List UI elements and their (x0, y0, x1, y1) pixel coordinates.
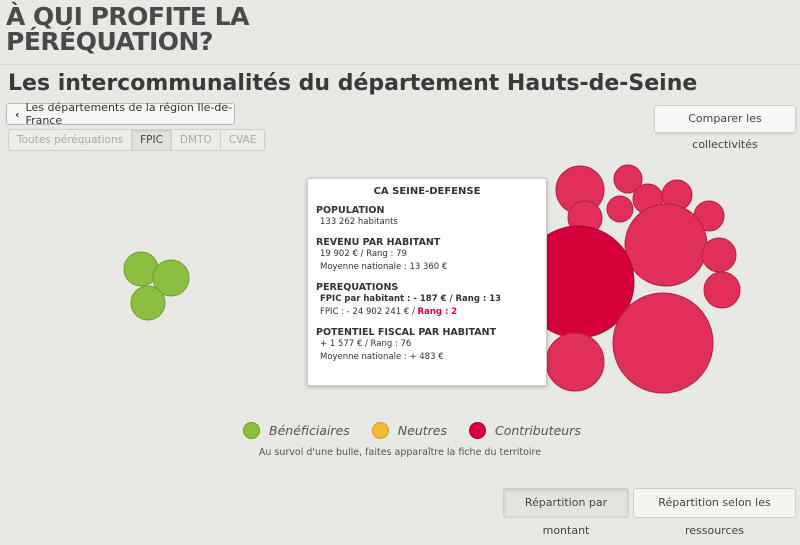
tooltip-title: CA SEINE-DEFENSE (373, 186, 481, 197)
perequation-tabs: Toutes péréquations FPIC DMTO CVAE (8, 129, 266, 151)
header-divider (0, 64, 800, 65)
legend-label: Contributeurs (495, 423, 581, 438)
back-button-label: Les départements de la région Ile-de-Fra… (25, 101, 233, 127)
legend-neutres[interactable]: Neutres (371, 422, 447, 439)
repartition-ressources-button[interactable]: Répartition selon les ressources (633, 488, 796, 537)
legend: Bénéficiaires Neutres Contributeurs (243, 422, 603, 439)
perequations-heading: PEREQUATIONS (316, 282, 399, 293)
bubble-contributeur[interactable] (701, 237, 737, 273)
fpic-par-habitant: FPIC par habitant : - 187 € / Rang : 13 (320, 293, 538, 306)
legend-contributeurs[interactable]: Contributeurs (469, 422, 581, 439)
hover-hint: Au survol d'une bulle, faites apparaître… (258, 447, 542, 458)
bubble-contributeur[interactable] (606, 195, 634, 223)
bubble-contributeur[interactable] (613, 164, 643, 194)
fpic-par-habitant-label: FPIC par habitant : (320, 294, 414, 304)
fpic-total: FPIC : - 24 902 241 € / Rang : 2 (320, 306, 538, 319)
tab-toutes[interactable]: Toutes péréquations (9, 130, 133, 150)
yellow-dot-icon (371, 422, 389, 439)
fpic-rang: Rang : 2 (417, 307, 458, 317)
territory-tooltip: CA SEINE-DEFENSE POPULATION 133 262 habi… (307, 178, 547, 386)
fpic-par-habitant-value: - 187 € / Rang : 13 (413, 294, 502, 304)
logo-line-2: PÉRÉQUATION? (6, 27, 213, 56)
bubble-contributeur[interactable] (612, 292, 714, 394)
tab-cvae[interactable]: CVAE (228, 134, 257, 146)
population-value: 133 262 habitants (320, 217, 398, 227)
page-title: Les intercommunalités du département Hau… (8, 71, 698, 96)
revenu-heading: REVENU PAR HABITANT (316, 237, 441, 248)
legend-beneficiaires[interactable]: Bénéficiaires (243, 422, 350, 439)
bubble-beneficiaire[interactable] (130, 285, 166, 321)
app-logo[interactable]: À QUI PROFITE LA PÉRÉQUATION? (6, 4, 249, 54)
green-dot-icon (243, 422, 260, 439)
logo-line-1: À QUI PROFITE LA (6, 2, 249, 31)
compare-button[interactable]: Comparer les collectivités (654, 105, 796, 151)
legend-label: Bénéficiaires (269, 423, 350, 438)
potentiel-value: + 1 577 € / Rang : 76 (320, 339, 412, 349)
fpic-total-label: FPIC : - 24 902 241 € / (320, 307, 418, 317)
chevron-left-icon: ‹ (15, 107, 20, 121)
bubble-chart (123, 164, 741, 394)
tab-dmto[interactable]: DMTO (172, 130, 221, 150)
revenu-moyenne: Moyenne nationale : 13 360 € (320, 262, 448, 272)
bubble-contributeur[interactable] (624, 203, 708, 287)
repartition-montant-button[interactable]: Répartition par montant (503, 488, 629, 537)
bubble-contributeur[interactable] (545, 332, 605, 392)
red-dot-icon (469, 422, 486, 439)
back-to-departements-button[interactable]: ‹ Les départements de la région Ile-de-F… (6, 101, 235, 127)
potentiel-moyenne: Moyenne nationale : + 483 € (320, 352, 444, 362)
population-heading: POPULATION (316, 205, 385, 216)
bubble-contributeur[interactable] (703, 271, 741, 309)
legend-label: Neutres (397, 423, 447, 438)
revenu-value: 19 902 € / Rang : 79 (320, 249, 407, 259)
tab-fpic[interactable]: FPIC (132, 130, 172, 150)
potentiel-heading: POTENTIEL FISCAL PAR HABITANT (316, 327, 497, 338)
bubble-beneficiaire[interactable] (152, 259, 190, 297)
